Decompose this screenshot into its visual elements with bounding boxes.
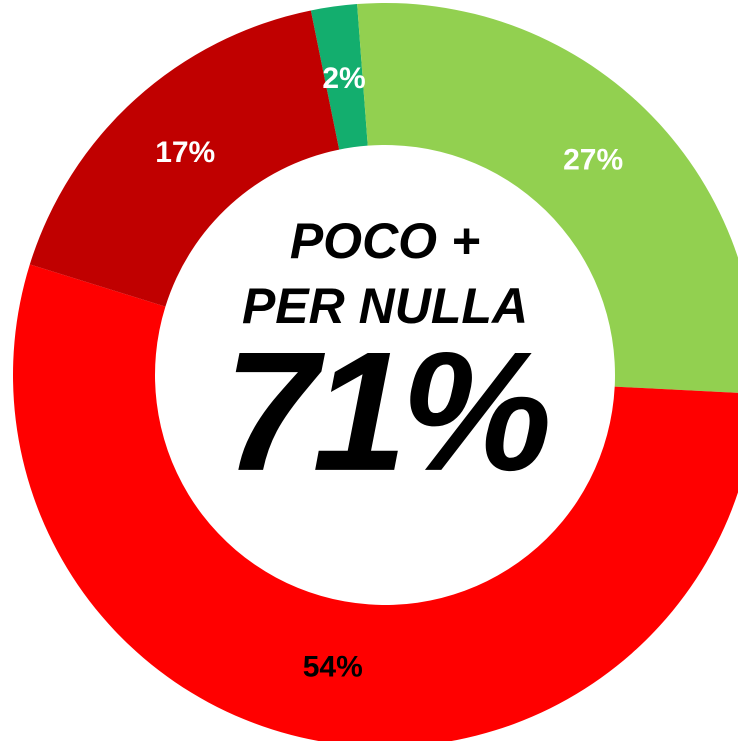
donut-slice xyxy=(13,264,738,741)
slices xyxy=(13,3,738,741)
center-line: POCO + xyxy=(290,213,480,269)
center-line: PER NULLA xyxy=(242,278,528,334)
slice-label: 2% xyxy=(322,62,365,95)
donut-slice xyxy=(310,4,368,150)
center-value: 71% xyxy=(224,317,548,507)
donut-slice xyxy=(29,10,340,307)
donut-slice xyxy=(357,3,738,393)
slice-label: 17% xyxy=(155,136,215,169)
slice-label: 27% xyxy=(563,144,623,177)
labels: 2% 27% 54% 17% xyxy=(155,62,623,684)
slice-label: 54% xyxy=(303,650,363,683)
